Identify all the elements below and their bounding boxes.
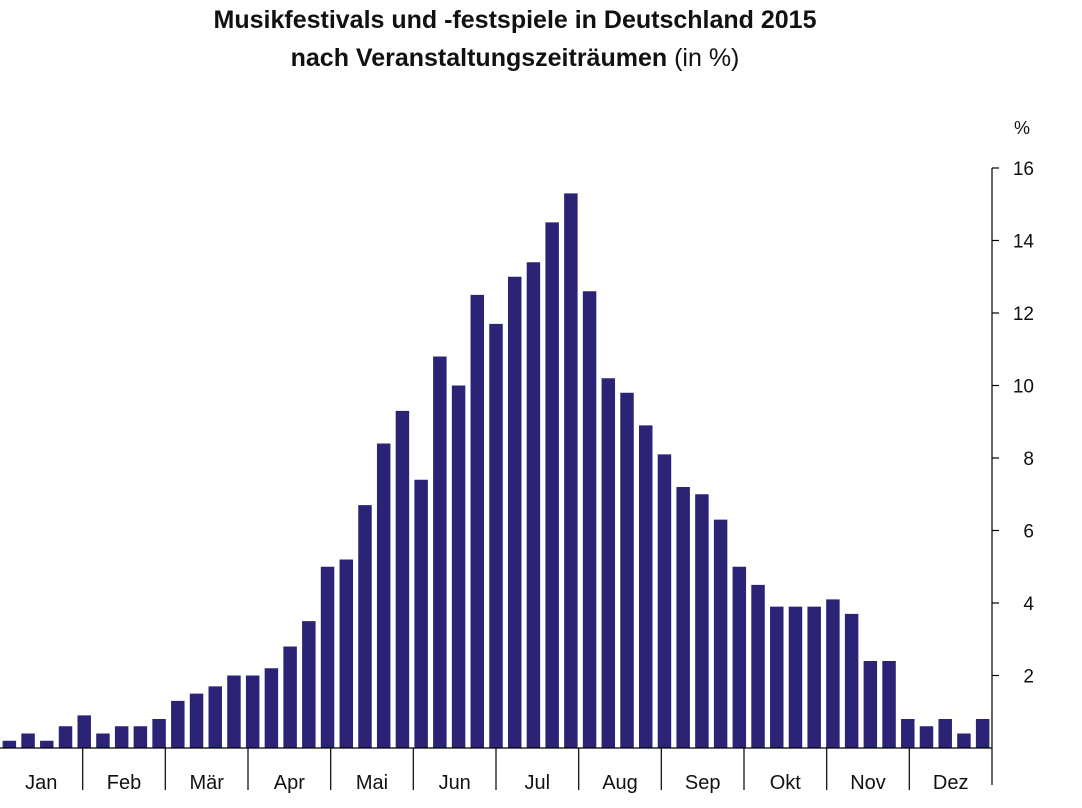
x-tick-label: Okt (770, 772, 802, 794)
bar (152, 719, 165, 748)
bar (508, 277, 521, 748)
bar (377, 444, 390, 749)
bar (676, 487, 689, 748)
bar (452, 386, 465, 749)
bar (209, 686, 222, 748)
bar (602, 378, 615, 748)
bar (770, 607, 783, 748)
y-tick-label: 14 (1013, 232, 1035, 253)
y-tick-label: 2 (1023, 667, 1034, 688)
bar (358, 505, 371, 748)
x-tick-label: Sep (685, 772, 721, 794)
bar (134, 726, 147, 748)
y-tick-label: 12 (1013, 304, 1034, 325)
bar (751, 585, 764, 748)
bar (583, 291, 596, 748)
bar (96, 734, 109, 749)
bar (976, 719, 989, 748)
bar (3, 741, 16, 748)
x-tick-label: Feb (107, 772, 141, 794)
bar (714, 520, 727, 748)
bar (396, 411, 409, 748)
bar (901, 719, 914, 748)
x-tick-label: Nov (850, 772, 886, 794)
bar (845, 614, 858, 748)
bar (302, 621, 315, 748)
bar (695, 494, 708, 748)
bar (77, 715, 90, 748)
bar (564, 193, 577, 748)
bar (414, 480, 427, 748)
bar (433, 357, 446, 749)
bar (283, 647, 296, 749)
x-tick-label: Mär (189, 772, 224, 794)
bar (190, 694, 203, 748)
bar (471, 295, 484, 748)
bar (733, 567, 746, 748)
bar (938, 719, 951, 748)
y-tick-label: 4 (1023, 594, 1034, 615)
bar (620, 393, 633, 748)
bar (920, 726, 933, 748)
bar (227, 676, 240, 749)
bar (340, 560, 353, 749)
bar (639, 425, 652, 748)
bar (40, 741, 53, 748)
x-tick-label: Apr (274, 772, 305, 794)
y-tick-label: 10 (1013, 377, 1034, 398)
bar (527, 262, 540, 748)
bar (489, 324, 502, 748)
bar (807, 607, 820, 748)
bar (789, 607, 802, 748)
bar (658, 454, 671, 748)
x-tick-label: Jul (525, 772, 551, 794)
bar (265, 668, 278, 748)
x-tick-label: Aug (602, 772, 638, 794)
y-unit-label: % (1014, 118, 1030, 138)
bar (59, 726, 72, 748)
x-tick-label: Mai (356, 772, 388, 794)
bar (246, 676, 259, 749)
x-tick-label: Jan (25, 772, 57, 794)
bar (545, 222, 558, 748)
y-tick-label: 6 (1023, 522, 1034, 543)
bar (957, 734, 970, 749)
bar (882, 661, 895, 748)
bar (864, 661, 877, 748)
x-tick-label: Dez (933, 772, 969, 794)
y-tick-label: 8 (1023, 449, 1034, 470)
bar (115, 726, 128, 748)
x-tick-label: Jun (439, 772, 471, 794)
bar (321, 567, 334, 748)
bar (171, 701, 184, 748)
bar (21, 734, 34, 749)
y-tick-label: 16 (1013, 159, 1034, 180)
bar (826, 599, 839, 748)
